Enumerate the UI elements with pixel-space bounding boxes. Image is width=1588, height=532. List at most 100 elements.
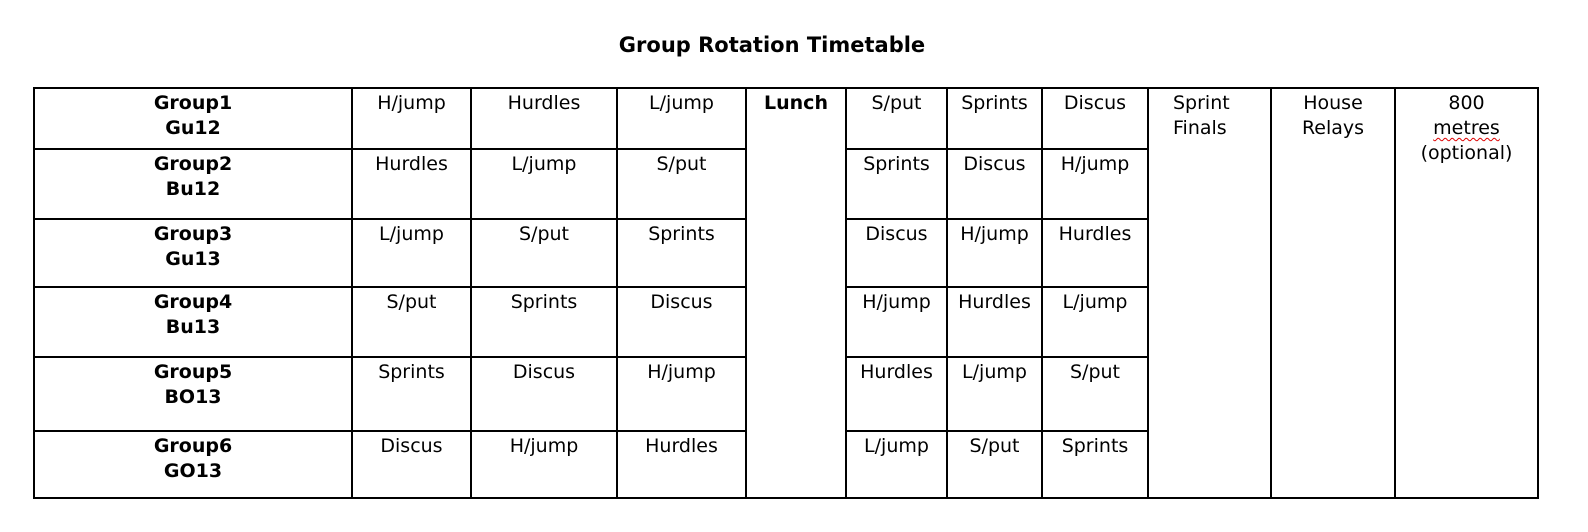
activity-cell: Discus xyxy=(1041,87,1149,150)
activity-cell-text: L/jump xyxy=(1062,291,1128,313)
activity-cell-text: Sprints xyxy=(863,153,930,175)
activity-cell-text: Hurdles xyxy=(375,153,448,175)
group-cell: Group5 BO13 xyxy=(33,356,353,432)
table-row: Group3 Gu13 L/jump S/put Sprints Discus H/jump… xyxy=(33,218,1538,288)
activity-cell-text: L/jump xyxy=(649,92,714,114)
activity-cell-text: Discus xyxy=(512,361,576,383)
lunch-cell-text: Lunch xyxy=(764,92,828,114)
group-cell-text: GO13 xyxy=(163,460,223,482)
activity-cell-text: Hurdles xyxy=(958,291,1031,313)
group-cell: Group3 Gu13 xyxy=(33,218,353,288)
page-title: Group Rotation Timetable xyxy=(618,33,926,57)
activity-cell-text: S/put xyxy=(1069,361,1120,383)
activity-cell: Discus xyxy=(470,356,618,432)
activity-cell: Sprints xyxy=(946,87,1043,150)
activity-cell-text: H/jump xyxy=(960,223,1029,245)
group-cell-text: Group3 xyxy=(153,223,233,245)
table-row: Group4 Bu13 S/put Sprints Discus H/jump Hurdle… xyxy=(33,286,1538,358)
activity-cell-text: H/jump xyxy=(647,361,716,383)
activity-cell: H/jump xyxy=(616,356,747,432)
group-cell-text: Group5 xyxy=(153,361,233,383)
activity-cell: H/jump xyxy=(470,430,618,499)
house-relays-cell: House Relays xyxy=(1270,87,1396,499)
activity-cell-text: H/jump xyxy=(1060,153,1130,175)
group-cell-text: Group1 xyxy=(153,92,233,114)
rotation-table: Group1 Gu12 H/jump Hurdles L/jump Lunch S/put S… xyxy=(33,87,1539,499)
lunch-cell: Lunch xyxy=(745,87,847,499)
activity-cell-text: Discus xyxy=(963,153,1026,175)
activity-cell: Hurdles xyxy=(946,286,1043,358)
activity-cell-text: L/jump xyxy=(864,435,929,457)
group-cell: Group1 Gu12 xyxy=(33,87,353,150)
800-metres-cell-text: (optional) xyxy=(1420,142,1513,164)
activity-cell: Hurdles xyxy=(616,430,747,499)
activity-cell-text: Sprints xyxy=(510,291,578,313)
activity-cell-text: H/jump xyxy=(377,92,446,114)
activity-cell-text: S/put xyxy=(656,153,707,175)
table-row: Group2 Bu12 Hurdles L/jump S/put Sprints Discu… xyxy=(33,148,1538,220)
activity-cell-text: Hurdles xyxy=(860,361,933,383)
activity-cell-text: L/jump xyxy=(962,361,1027,383)
activity-cell-text: Discus xyxy=(650,291,713,313)
activity-cell: L/jump xyxy=(845,430,948,499)
activity-cell: S/put xyxy=(616,148,747,220)
activity-cell: L/jump xyxy=(470,148,618,220)
activity-cell: Hurdles xyxy=(1041,218,1149,288)
group-cell-text: Group2 xyxy=(153,153,233,175)
activity-cell: Sprints xyxy=(351,356,472,432)
activity-cell-text: Discus xyxy=(380,435,443,457)
activity-cell-text: Discus xyxy=(1063,92,1127,114)
group-cell-text: Group4 xyxy=(153,291,233,313)
activity-cell-text: L/jump xyxy=(379,223,444,245)
activity-cell: Hurdles xyxy=(845,356,948,432)
800-metres-cell: 800 metres (optional) xyxy=(1394,87,1539,499)
activity-cell: L/jump xyxy=(946,356,1043,432)
activity-cell-text: Sprints xyxy=(378,361,445,383)
sprint-finals-cell: Sprint Finals xyxy=(1147,87,1272,499)
group-cell-text: Bu13 xyxy=(165,316,221,338)
activity-cell-text: S/put xyxy=(871,92,922,114)
activity-cell-text: Hurdles xyxy=(645,435,718,457)
group-cell-text: Gu13 xyxy=(165,248,221,270)
activity-cell-text: H/jump xyxy=(509,435,579,457)
activity-cell: Hurdles xyxy=(351,148,472,220)
activity-cell: L/jump xyxy=(1041,286,1149,358)
activity-cell: L/jump xyxy=(616,87,747,150)
activity-cell-text: Sprints xyxy=(1061,435,1129,457)
sprint-finals-cell-text: Finals xyxy=(1173,117,1227,139)
activity-cell: H/jump xyxy=(946,218,1043,288)
activity-cell: Sprints xyxy=(1041,430,1149,499)
house-relays-cell-text: House xyxy=(1303,92,1363,114)
activity-cell-text: S/put xyxy=(969,435,1020,457)
group-cell: Group6 GO13 xyxy=(33,430,353,499)
group-cell-text: Gu12 xyxy=(165,117,221,139)
activity-cell: S/put xyxy=(845,87,948,150)
group-cell: Group4 Bu13 xyxy=(33,286,353,358)
activity-cell: H/jump xyxy=(351,87,472,150)
house-relays-cell-text: Relays xyxy=(1301,117,1365,139)
group-cell-text: Bu12 xyxy=(165,178,221,200)
activity-cell: Discus xyxy=(946,148,1043,220)
800-metres-cell-text: metres xyxy=(1433,117,1500,139)
group-cell-text: BO13 xyxy=(164,386,222,408)
activity-cell-text: S/put xyxy=(518,223,569,245)
activity-cell: Sprints xyxy=(616,218,747,288)
activity-cell: H/jump xyxy=(1041,148,1149,220)
sprint-finals-cell-text: Sprint xyxy=(1173,92,1230,114)
activity-cell: Discus xyxy=(845,218,948,288)
activity-cell-text: Sprints xyxy=(961,92,1028,114)
activity-cell: S/put xyxy=(946,430,1043,499)
activity-cell: Sprints xyxy=(845,148,948,220)
activity-cell-text: Sprints xyxy=(648,223,715,245)
activity-cell: Discus xyxy=(351,430,472,499)
table-row: Group5 BO13 Sprints Discus H/jump Hurdles L/ju… xyxy=(33,356,1538,432)
activity-cell: H/jump xyxy=(845,286,948,358)
activity-cell-text: L/jump xyxy=(511,153,577,175)
activity-cell-text: Hurdles xyxy=(1058,223,1132,245)
activity-cell: L/jump xyxy=(351,218,472,288)
activity-cell: Sprints xyxy=(470,286,618,358)
activity-cell-text: Hurdles xyxy=(507,92,581,114)
activity-cell-text: Discus xyxy=(865,223,928,245)
activity-cell: S/put xyxy=(1041,356,1149,432)
group-cell-text: Group6 xyxy=(153,435,233,457)
